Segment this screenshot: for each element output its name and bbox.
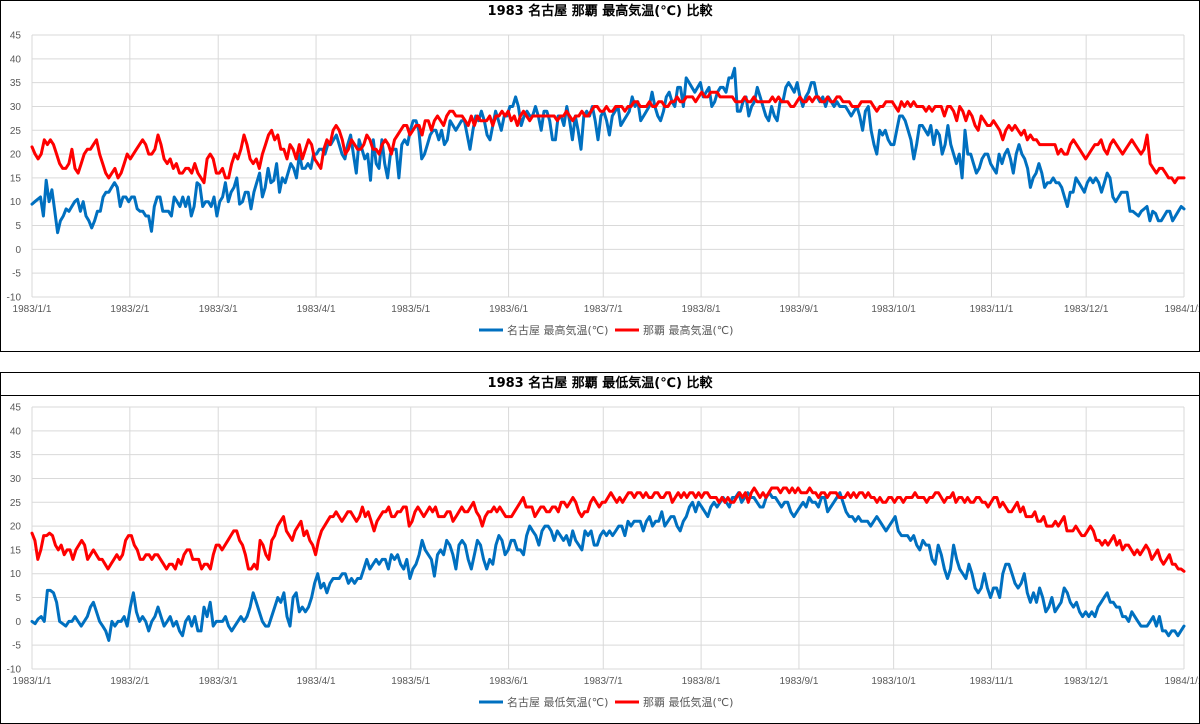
y-tick-label: 0 (15, 245, 21, 256)
y-tick-label: 20 (10, 522, 22, 533)
y-tick-label: 5 (15, 593, 21, 604)
x-tick-label: 1983/9/1 (779, 304, 818, 315)
x-tick-label: 1983/12/1 (1064, 676, 1109, 687)
x-tick-label: 1983/12/1 (1064, 304, 1109, 315)
max-temperature-chart: -10 -5 0 5 10 15 20 25 30 35 40 45 1983/1/1 1983/2/1 1… (7, 31, 1199, 338)
naha-series-line (30, 90, 1186, 185)
y-tick-label: 25 (10, 126, 22, 137)
y-tick-label: 0 (15, 617, 21, 628)
y-tick-label: -10 (7, 293, 22, 304)
x-tick-label: 1983/3/1 (199, 676, 238, 687)
chart-title: 1983 名古屋 那覇 最低気温(℃) 比較 (1, 373, 1199, 396)
x-tick-label: 1983/1/1 (13, 676, 52, 687)
legend-label: 名古屋 最高気温(℃) (507, 323, 608, 337)
y-tick-label: -10 (7, 665, 22, 676)
x-tick-label: 1983/5/1 (391, 304, 430, 315)
y-tick-label: 5 (15, 221, 21, 232)
y-tick-label: 15 (10, 545, 22, 556)
y-tick-label: 25 (10, 498, 22, 509)
legend-label: 那覇 最高気温(℃) (643, 323, 733, 337)
legend-label: 那覇 最低気温(℃) (643, 695, 733, 709)
x-tick-label: 1983/2/1 (110, 304, 149, 315)
y-tick-label: 45 (10, 403, 22, 414)
min-temperature-chart: -10 -5 0 5 10 15 20 25 30 35 40 45 1983/1/1 1983/2/1 1… (7, 403, 1199, 710)
nagoya-series-line (30, 66, 1186, 235)
x-tick-label: 1983/6/1 (489, 676, 528, 687)
x-tick-label: 1984/1/1 (1165, 676, 1199, 687)
max-temperature-chart-panel: 1983 名古屋 那覇 最高気温(℃) 比較 -10 -5 0 5 10 15 20 25 30… (0, 0, 1200, 352)
x-tick-label: 1983/9/1 (779, 676, 818, 687)
naha-series-line (30, 486, 1186, 573)
nagoya-series-line (30, 491, 1186, 642)
chart-title: 1983 名古屋 那覇 最高気温(℃) 比較 (487, 4, 713, 19)
y-tick-label: -5 (12, 641, 21, 652)
min-temperature-chart-panel: 1983 名古屋 那覇 最低気温(℃) 比較 -10 -5 0 5 10 15 20 25 30… (0, 372, 1200, 724)
legend-label: 名古屋 最低気温(℃) (507, 695, 608, 709)
y-tick-label: 40 (10, 54, 22, 65)
y-tick-label: 10 (10, 197, 22, 208)
x-tick-label: 1984/1/1 (1165, 304, 1199, 315)
x-tick-label: 1983/4/1 (297, 304, 336, 315)
y-tick-label: 30 (10, 102, 22, 113)
y-tick-label: 20 (10, 150, 22, 161)
y-tick-label: 30 (10, 474, 22, 485)
y-tick-label: 45 (10, 31, 22, 42)
x-tick-label: 1983/5/1 (391, 676, 430, 687)
x-tick-label: 1983/4/1 (297, 676, 336, 687)
x-tick-label: 1983/7/1 (584, 304, 623, 315)
x-tick-label: 1983/8/1 (682, 304, 721, 315)
y-tick-label: 35 (10, 450, 22, 461)
x-tick-label: 1983/7/1 (584, 676, 623, 687)
y-tick-label: 35 (10, 78, 22, 89)
x-tick-label: 1983/8/1 (682, 676, 721, 687)
x-tick-label: 1983/11/1 (970, 304, 1014, 315)
x-tick-label: 1983/10/1 (871, 304, 916, 315)
y-tick-label: -5 (12, 269, 21, 280)
y-tick-label: 10 (10, 569, 22, 580)
x-tick-label: 1983/11/1 (970, 676, 1014, 687)
y-tick-label: 15 (10, 173, 22, 184)
x-tick-label: 1983/10/1 (871, 676, 916, 687)
x-tick-label: 1983/3/1 (199, 304, 238, 315)
y-tick-label: 40 (10, 426, 22, 437)
x-tick-label: 1983/1/1 (13, 304, 52, 315)
x-tick-label: 1983/2/1 (110, 676, 149, 687)
x-tick-label: 1983/6/1 (489, 304, 528, 315)
